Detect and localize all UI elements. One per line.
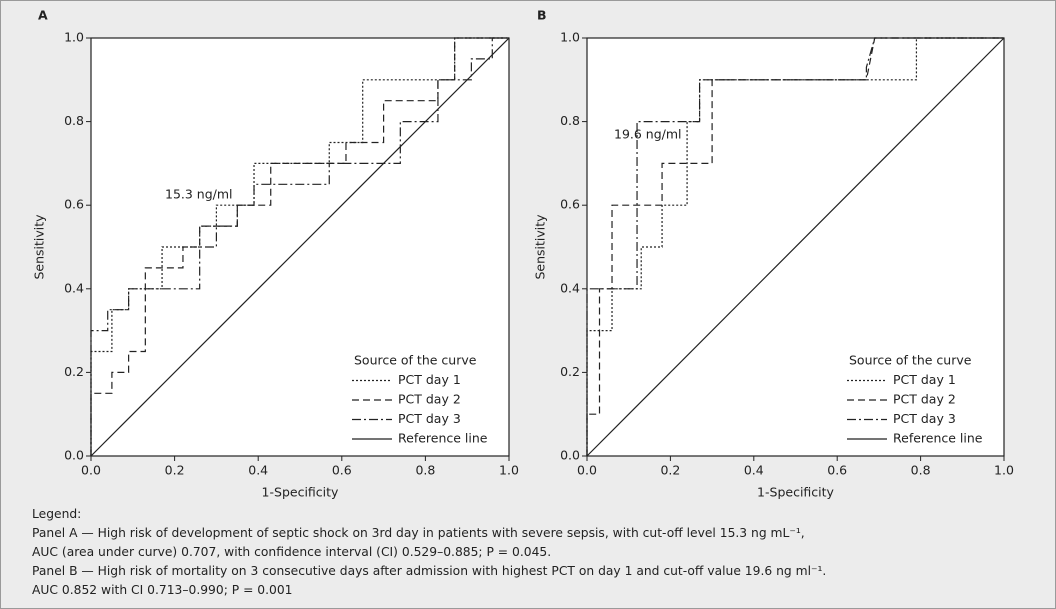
x-axis-label: 1-Specificity [262,485,339,500]
legend-label: Reference line [893,431,983,446]
caption-line: AUC (area under curve) 0.707, with confi… [32,545,552,559]
x-tick-label: 1.0 [499,463,519,478]
legend-label: PCT day 3 [893,411,956,426]
annotation: 19.6 ng/ml [614,127,682,142]
x-tick-label: 0.2 [660,463,680,478]
x-tick-label: 1.0 [994,463,1014,478]
y-tick-label: 0.2 [560,364,580,379]
caption-line: Panel A — High risk of development of se… [32,526,805,540]
curve [90,37,509,456]
y-axis-label: Sensitivity [32,214,47,280]
y-tick-label: 0.0 [64,448,84,463]
caption-line: AUC 0.852 with CI 0.713–0.990; P = 0.001 [32,583,293,597]
y-tick-label: 1.0 [560,30,580,45]
x-tick-label: 0.8 [911,463,931,478]
panel-label: B [537,8,547,23]
y-tick-label: 1.0 [64,30,84,45]
legend-title: Source of the curve [849,353,972,368]
curve [90,37,510,457]
x-tick-label: 0.4 [248,463,268,478]
curve [586,37,1004,456]
caption-heading: Legend: [32,507,82,521]
legend-label: PCT day 2 [893,392,956,407]
x-tick-label: 0.0 [81,463,101,478]
x-tick-label: 0.6 [827,463,847,478]
y-tick-label: 0.2 [64,364,84,379]
annotation: 15.3 ng/ml [165,187,233,202]
y-tick-label: 0.4 [64,280,84,295]
y-tick-label: 0.8 [560,113,580,128]
legend-label: PCT day 2 [398,392,461,407]
legend-title: Source of the curve [354,353,477,368]
legend-label: PCT day 1 [893,372,956,387]
y-tick-label: 0.4 [560,280,580,295]
legend-label: Reference line [398,431,488,446]
legend-label: PCT day 3 [398,411,461,426]
y-axis-label: Sensitivity [533,214,548,280]
legend-label: PCT day 1 [398,372,461,387]
x-axis-label: 1-Specificity [757,485,834,500]
x-tick-label: 0.8 [415,463,435,478]
y-tick-label: 0.0 [560,448,580,463]
y-tick-label: 0.8 [64,113,84,128]
y-tick-label: 0.6 [64,197,84,212]
x-tick-label: 0.6 [332,463,352,478]
panel-label: A [38,8,48,23]
caption: Legend: Panel A — High risk of developme… [32,505,826,600]
x-tick-label: 0.4 [744,463,764,478]
curve [586,37,1005,457]
caption-line: Panel B — High risk of mortality on 3 co… [32,564,827,578]
x-tick-label: 0.2 [165,463,185,478]
y-tick-label: 0.6 [560,197,580,212]
x-tick-label: 0.0 [577,463,597,478]
curve [586,37,1004,456]
